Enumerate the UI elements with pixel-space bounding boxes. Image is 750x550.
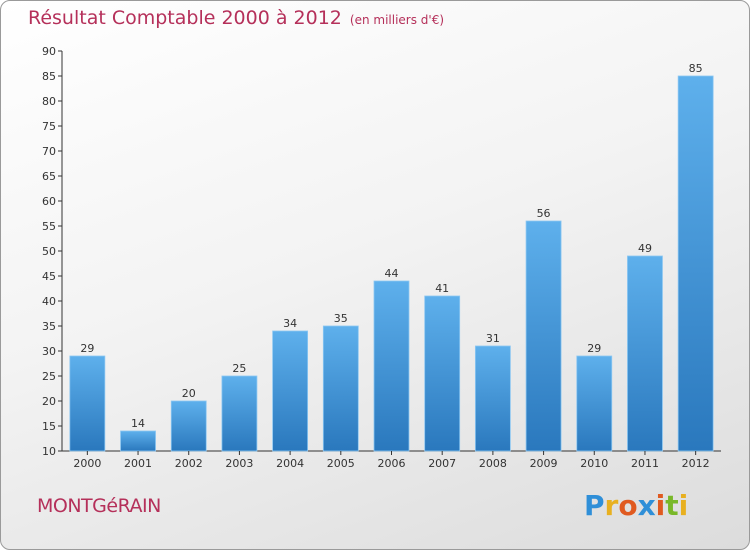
logo-letter: P [584, 489, 605, 522]
y-tick-label: 45 [42, 270, 56, 283]
proxiti-logo: Proxiti [584, 489, 688, 522]
y-tick-label: 35 [42, 320, 56, 333]
y-tick-label: 70 [42, 145, 56, 158]
logo-letter: i [655, 489, 666, 522]
y-tick-label: 10 [42, 445, 56, 458]
value-label-2009: 56 [537, 207, 551, 220]
bar-2012 [677, 75, 714, 452]
logo-letter: i [678, 489, 689, 522]
y-tick-label: 15 [42, 420, 56, 433]
chart-title-text: Résultat Comptable 2000 à 2012 [28, 7, 342, 29]
value-label-2003: 25 [232, 362, 246, 375]
x-tick-label-2001: 2001 [124, 457, 152, 470]
x-tick-label-2008: 2008 [479, 457, 507, 470]
x-tick-label-2005: 2005 [327, 457, 355, 470]
bar-2003 [221, 375, 258, 452]
x-tick-label-2007: 2007 [428, 457, 456, 470]
logo-letter: o [618, 489, 638, 522]
bar-2006 [373, 280, 410, 452]
value-label-2005: 35 [334, 312, 348, 325]
y-tick-label: 80 [42, 95, 56, 108]
logo-letter: x [637, 489, 656, 522]
y-tick-label: 60 [42, 195, 56, 208]
x-tick-label-2004: 2004 [276, 457, 304, 470]
chart-title: Résultat Comptable 2000 à 2012 (en millie… [28, 7, 444, 29]
x-tick-label-2011: 2011 [631, 457, 659, 470]
bar-2000 [69, 355, 106, 452]
x-tick-label-2000: 2000 [73, 457, 101, 470]
x-tick-label-2003: 2003 [225, 457, 253, 470]
value-label-2010: 29 [587, 342, 601, 355]
value-label-2008: 31 [486, 332, 500, 345]
logo-letter: t [665, 489, 679, 522]
bar-2009 [525, 220, 562, 452]
x-tick-label-2012: 2012 [682, 457, 710, 470]
value-label-2012: 85 [689, 62, 703, 75]
bar-2004 [272, 330, 309, 452]
bar-2008 [474, 345, 511, 452]
bar-2002 [170, 400, 207, 452]
value-label-2006: 44 [385, 267, 399, 280]
y-tick-label: 30 [42, 345, 56, 358]
x-tick-label-2010: 2010 [580, 457, 608, 470]
bar-2007 [424, 295, 461, 452]
y-tick-label: 90 [42, 45, 56, 58]
bar-2011 [627, 255, 663, 452]
y-tick-label: 65 [42, 170, 56, 183]
y-tick-label: 40 [42, 295, 56, 308]
y-tick-label: 20 [42, 395, 56, 408]
y-tick-label: 75 [42, 120, 56, 133]
value-label-2000: 29 [80, 342, 94, 355]
x-tick-label-2006: 2006 [378, 457, 406, 470]
y-tick-label: 25 [42, 370, 56, 383]
bar-2010 [576, 355, 613, 452]
value-label-2001: 14 [131, 417, 145, 430]
value-label-2002: 20 [182, 387, 196, 400]
y-tick-label: 55 [42, 220, 56, 233]
logo-letter: r [604, 489, 619, 522]
bar-2005 [322, 325, 359, 452]
bar-2001 [120, 430, 156, 452]
value-label-2011: 49 [638, 242, 652, 255]
y-tick-label: 50 [42, 245, 56, 258]
x-tick-label-2002: 2002 [175, 457, 203, 470]
location-name: MONTGéRAIN [37, 495, 161, 517]
chart-unit-note: (en milliers d'€) [349, 13, 445, 27]
y-tick-label: 85 [42, 70, 56, 83]
value-label-2007: 41 [435, 282, 449, 295]
x-tick-label-2009: 2009 [530, 457, 558, 470]
value-label-2004: 34 [283, 317, 297, 330]
